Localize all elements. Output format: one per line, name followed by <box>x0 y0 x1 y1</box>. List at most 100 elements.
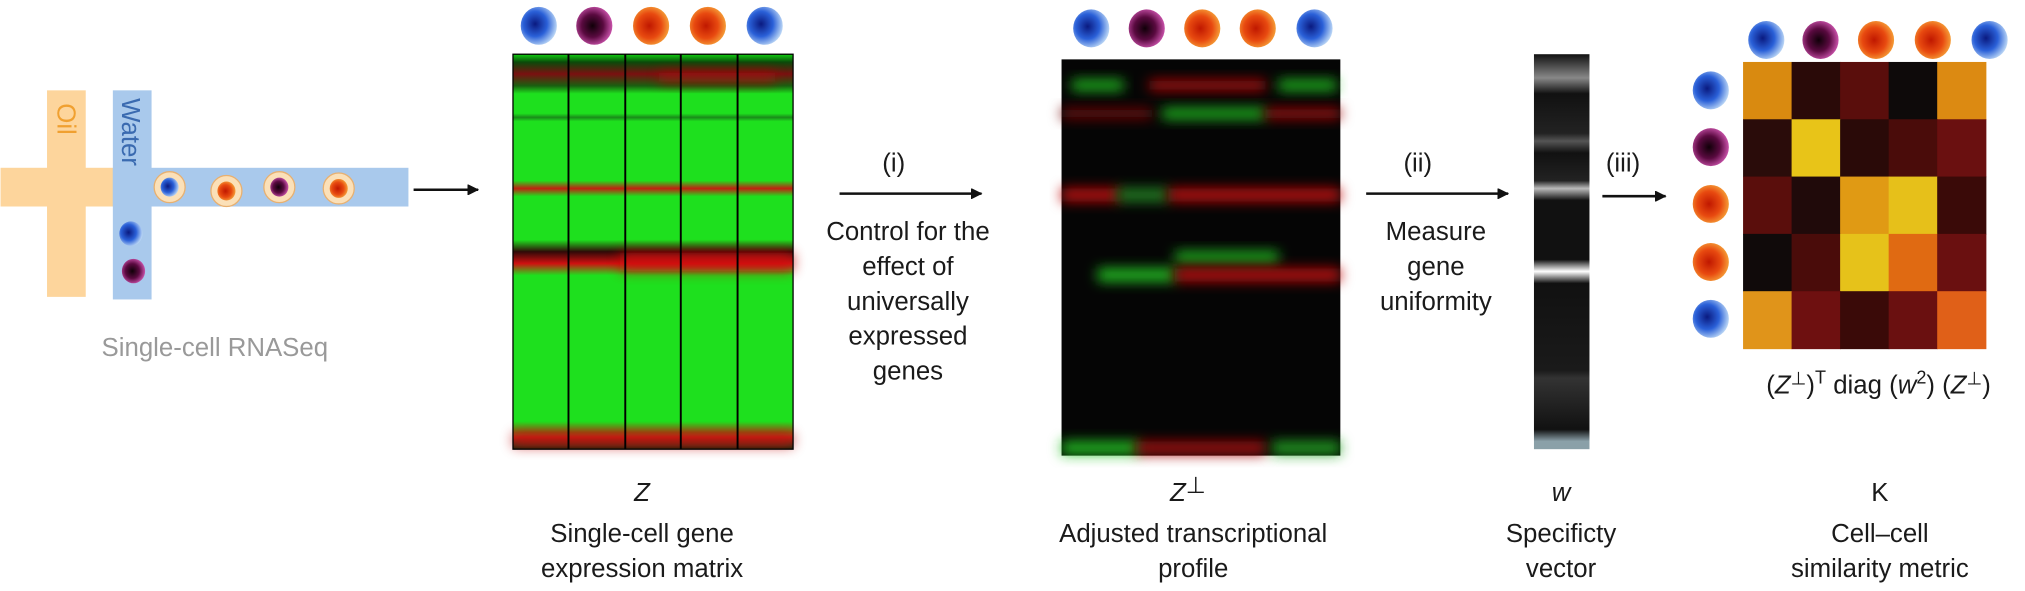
cell <box>1692 299 1729 338</box>
k-cell <box>1743 233 1793 292</box>
panel-caption: Cell–cell <box>1831 520 1929 548</box>
cell <box>689 6 726 45</box>
k-cell <box>1937 61 1987 120</box>
cell <box>633 6 670 45</box>
cell <box>1692 128 1729 167</box>
k-cell <box>1743 119 1793 178</box>
formula-part: 2 <box>1916 367 1926 387</box>
cell <box>1692 184 1729 223</box>
step-label: (i) <box>882 150 905 178</box>
formula-part: diag ( <box>1826 372 1898 400</box>
k-cell <box>1937 119 1987 178</box>
k-cell <box>1743 176 1793 235</box>
device-caption: Single-cell RNASeq <box>102 334 329 362</box>
k-cell <box>1840 61 1890 120</box>
k-cell <box>1937 291 1987 350</box>
cell <box>1692 71 1729 110</box>
symbol-part: Z <box>1169 479 1187 507</box>
step-description: universally <box>847 288 969 316</box>
step-description: expressed <box>848 323 967 351</box>
k-cell <box>1937 176 1987 235</box>
panel-caption: profile <box>1158 555 1228 583</box>
cell <box>329 178 348 198</box>
k-cell <box>1791 176 1841 235</box>
cell <box>1239 9 1276 48</box>
cell <box>270 177 289 197</box>
panel-caption: expression matrix <box>541 555 743 583</box>
formula-part: Z <box>1774 372 1792 400</box>
cell <box>1857 21 1895 59</box>
k-cell <box>1840 119 1890 178</box>
panel-caption: Specificty <box>1506 520 1616 548</box>
panel-symbol: K <box>1871 479 1888 507</box>
step-label: (iii) <box>1606 150 1640 178</box>
cell <box>121 258 146 284</box>
cell <box>1802 21 1839 59</box>
cell <box>1073 9 1110 48</box>
cell <box>160 177 179 197</box>
cell <box>1971 21 2008 59</box>
formula-part: w <box>1898 372 1919 400</box>
k-cell <box>1888 119 1938 178</box>
formula-part: ⊥ <box>1967 369 1983 389</box>
k-cell <box>1791 233 1841 292</box>
step-description: effect of <box>862 253 954 281</box>
panel-caption: Single-cell gene <box>550 520 734 548</box>
panel-caption: Adjusted transcriptional <box>1059 520 1327 548</box>
panel-symbol: w <box>1552 479 1573 507</box>
formula-part: ) ( <box>1926 372 1951 400</box>
k-cell <box>1888 233 1938 292</box>
formula-part: ( <box>1766 372 1775 400</box>
step-description: genes <box>873 357 943 385</box>
z-perp-overlay <box>1061 80 1341 455</box>
cell <box>217 181 236 201</box>
z-matrix <box>512 54 794 450</box>
cell <box>119 221 143 246</box>
k-matrix <box>1743 61 1987 350</box>
step-description: Measure <box>1386 218 1486 246</box>
k-cell <box>1791 291 1841 350</box>
cell <box>520 6 557 45</box>
cell <box>1296 9 1333 48</box>
panel-symbol: Z⊥ <box>1169 472 1206 507</box>
oil-label: Oil <box>51 103 79 135</box>
cell <box>1128 9 1165 48</box>
panel-caption: similarity metric <box>1791 555 1969 583</box>
cell <box>1184 9 1221 48</box>
k-cell <box>1743 291 1793 350</box>
k-cell <box>1840 176 1890 235</box>
k-cell <box>1791 61 1841 120</box>
z-border <box>512 53 794 450</box>
microfluidic-device: Oil Water <box>0 90 409 300</box>
formula-part: T <box>1815 367 1826 387</box>
step-description: gene <box>1407 253 1464 281</box>
z-matrix-overlay <box>512 72 794 447</box>
oil-channel <box>0 167 117 207</box>
formula: (Z⊥)T diag (w2) (Z⊥) <box>1766 367 1991 399</box>
cell <box>1914 21 1951 59</box>
formula-part: ) <box>1982 372 1991 400</box>
panel-caption: vector <box>1526 555 1597 583</box>
k-cell <box>1888 291 1938 350</box>
w-vector <box>1533 54 1590 450</box>
cell <box>1692 243 1729 281</box>
k-cell <box>1937 233 1987 292</box>
k-cell <box>1840 291 1890 350</box>
formula-part: ) <box>1806 372 1815 400</box>
k-cell <box>1888 176 1938 235</box>
step-label: (ii) <box>1403 150 1432 178</box>
k-cell <box>1791 119 1841 178</box>
water-label: Water <box>116 98 144 166</box>
cell <box>746 6 783 45</box>
symbol-part: ⊥ <box>1186 472 1206 498</box>
k-cell <box>1888 61 1938 120</box>
cell <box>576 6 613 45</box>
formula-part: Z <box>1950 372 1968 400</box>
panel-symbol: Z <box>633 479 651 507</box>
k-cell <box>1840 233 1890 292</box>
k-cell <box>1743 61 1793 120</box>
cell <box>1748 21 1785 59</box>
step-description: Control for the <box>826 218 989 246</box>
